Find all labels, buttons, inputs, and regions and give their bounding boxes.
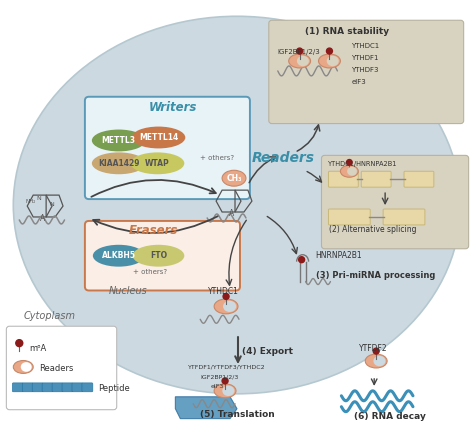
Text: YTHDF1: YTHDF1 bbox=[351, 55, 379, 61]
Ellipse shape bbox=[340, 165, 358, 177]
Text: Readers: Readers bbox=[39, 365, 73, 374]
Ellipse shape bbox=[222, 170, 246, 186]
Text: Readers: Readers bbox=[252, 151, 315, 165]
FancyBboxPatch shape bbox=[85, 221, 240, 290]
Text: + others?: + others? bbox=[200, 155, 234, 162]
Ellipse shape bbox=[93, 245, 145, 267]
Circle shape bbox=[299, 257, 305, 262]
Ellipse shape bbox=[222, 385, 234, 396]
Polygon shape bbox=[175, 397, 237, 418]
Ellipse shape bbox=[319, 54, 340, 68]
FancyBboxPatch shape bbox=[269, 20, 464, 123]
Text: Peptide: Peptide bbox=[98, 384, 129, 393]
Circle shape bbox=[16, 340, 23, 346]
Circle shape bbox=[223, 293, 229, 299]
Text: A: A bbox=[229, 209, 234, 218]
Text: (1) RNA stability: (1) RNA stability bbox=[305, 27, 389, 36]
Text: FTO: FTO bbox=[150, 251, 167, 260]
Text: YTHDC1: YTHDC1 bbox=[208, 287, 239, 296]
Circle shape bbox=[297, 48, 302, 54]
Circle shape bbox=[327, 48, 332, 54]
FancyBboxPatch shape bbox=[328, 209, 370, 225]
Ellipse shape bbox=[13, 360, 33, 374]
Text: YTHDC1/HNRNPA2B1: YTHDC1/HNRNPA2B1 bbox=[328, 161, 397, 167]
Text: YTHDF3: YTHDF3 bbox=[351, 67, 379, 73]
Text: N: N bbox=[49, 202, 54, 207]
Ellipse shape bbox=[92, 130, 146, 151]
Ellipse shape bbox=[131, 152, 184, 174]
Text: Writers: Writers bbox=[148, 100, 197, 114]
Text: eIF3: eIF3 bbox=[210, 384, 224, 389]
Ellipse shape bbox=[132, 126, 185, 148]
FancyBboxPatch shape bbox=[383, 209, 425, 225]
Text: + others?: + others? bbox=[133, 268, 167, 275]
Circle shape bbox=[373, 348, 379, 354]
Text: YTFDF2: YTFDF2 bbox=[359, 344, 388, 353]
Text: (4) Export: (4) Export bbox=[242, 347, 293, 356]
Circle shape bbox=[222, 378, 228, 384]
FancyBboxPatch shape bbox=[82, 383, 93, 392]
Text: A: A bbox=[40, 214, 46, 223]
Ellipse shape bbox=[92, 152, 146, 174]
Text: NH₂: NH₂ bbox=[25, 199, 36, 204]
FancyBboxPatch shape bbox=[6, 326, 117, 410]
FancyBboxPatch shape bbox=[42, 383, 53, 392]
Text: IGF2BP1/2/3: IGF2BP1/2/3 bbox=[278, 49, 320, 55]
Text: (3) Pri-miRNA processing: (3) Pri-miRNA processing bbox=[316, 271, 435, 279]
Ellipse shape bbox=[347, 167, 357, 176]
Ellipse shape bbox=[133, 245, 184, 267]
Ellipse shape bbox=[327, 56, 339, 66]
Text: N: N bbox=[36, 196, 41, 201]
FancyBboxPatch shape bbox=[85, 97, 250, 199]
Ellipse shape bbox=[214, 299, 238, 314]
Text: ALKBH5: ALKBH5 bbox=[102, 251, 136, 260]
FancyBboxPatch shape bbox=[62, 383, 73, 392]
FancyBboxPatch shape bbox=[361, 171, 391, 187]
Text: KIAA1429: KIAA1429 bbox=[98, 159, 139, 168]
FancyBboxPatch shape bbox=[12, 383, 23, 392]
Text: METTL3: METTL3 bbox=[102, 136, 136, 145]
Ellipse shape bbox=[289, 54, 310, 68]
Text: HNRNPA2B1: HNRNPA2B1 bbox=[316, 251, 362, 259]
FancyBboxPatch shape bbox=[72, 383, 83, 392]
FancyBboxPatch shape bbox=[328, 171, 358, 187]
Text: METTL14: METTL14 bbox=[139, 133, 178, 142]
Text: m⁶A: m⁶A bbox=[29, 343, 46, 353]
Text: Nucleus: Nucleus bbox=[109, 287, 147, 296]
Text: CH₃: CH₃ bbox=[226, 174, 242, 183]
Ellipse shape bbox=[214, 384, 236, 398]
Text: YTHDC1: YTHDC1 bbox=[351, 43, 380, 49]
FancyBboxPatch shape bbox=[321, 155, 469, 249]
Ellipse shape bbox=[365, 354, 387, 368]
FancyBboxPatch shape bbox=[32, 383, 43, 392]
Text: Erasers: Erasers bbox=[128, 224, 178, 237]
Ellipse shape bbox=[21, 362, 32, 372]
Ellipse shape bbox=[297, 56, 309, 66]
Ellipse shape bbox=[374, 356, 385, 366]
Ellipse shape bbox=[13, 16, 461, 394]
Text: (5) Translation: (5) Translation bbox=[200, 410, 275, 418]
Text: Cytoplasm: Cytoplasm bbox=[23, 311, 75, 321]
FancyBboxPatch shape bbox=[22, 383, 33, 392]
FancyBboxPatch shape bbox=[52, 383, 63, 392]
Text: eIF3: eIF3 bbox=[351, 79, 366, 85]
Text: WTAP: WTAP bbox=[145, 159, 170, 168]
Ellipse shape bbox=[223, 301, 236, 312]
FancyBboxPatch shape bbox=[404, 171, 434, 187]
Text: IGF2BP1/2/3: IGF2BP1/2/3 bbox=[200, 375, 238, 380]
Text: (2) Alternative splicing: (2) Alternative splicing bbox=[329, 225, 417, 234]
Text: (6) RNA decay: (6) RNA decay bbox=[354, 412, 426, 421]
Text: YTFDF1/YTFDF3/YTHDC2: YTFDF1/YTFDF3/YTHDC2 bbox=[188, 365, 266, 370]
Circle shape bbox=[346, 159, 352, 165]
